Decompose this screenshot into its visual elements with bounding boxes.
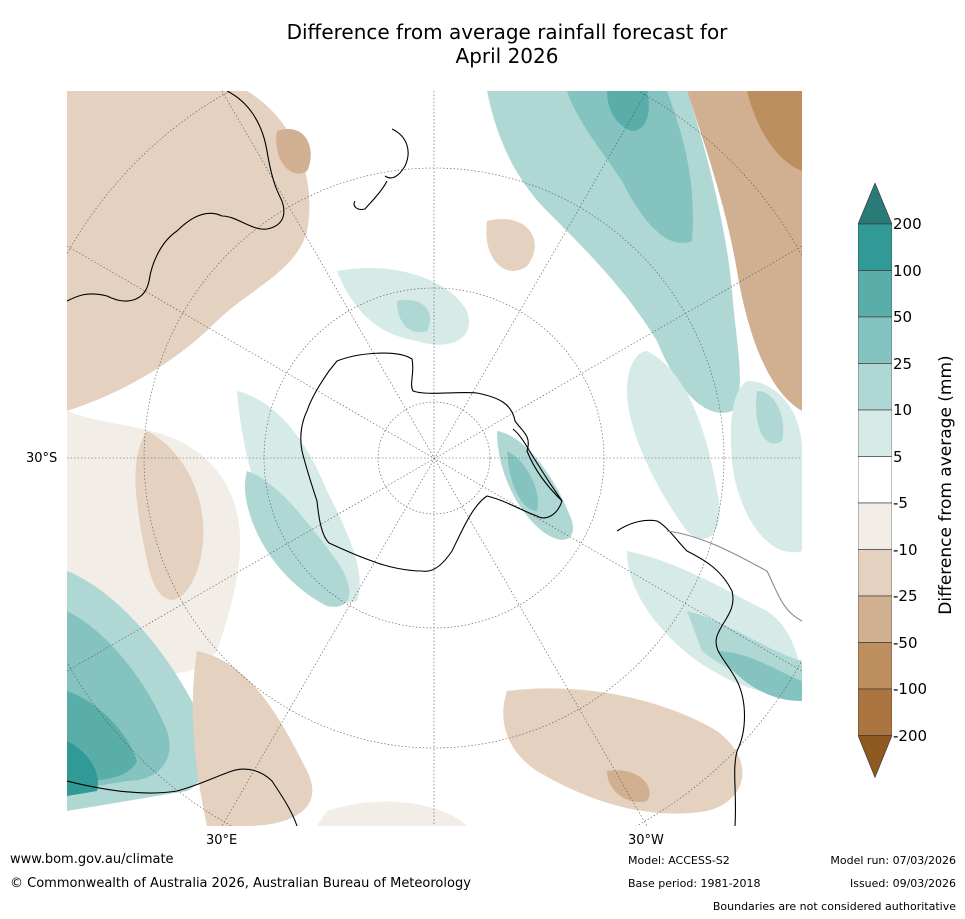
colorbar-tick-label: -50 <box>893 633 918 652</box>
footer-base-period: Base period: 1981-2018 <box>628 877 761 890</box>
new-zealand-coastline <box>353 128 409 210</box>
dry-anomaly-patch <box>503 688 743 814</box>
wet-anomaly-patch <box>67 741 98 796</box>
colorbar-extend-bottom <box>858 735 892 779</box>
colorbar-segment <box>858 549 892 597</box>
colorbar-tick-label: 100 <box>893 261 922 280</box>
dry-anomaly-patch <box>192 651 313 826</box>
dry-anomaly-patch <box>747 91 802 171</box>
colorbar-tick-label: -5 <box>893 494 908 512</box>
wet-anomaly-patch <box>627 351 720 539</box>
colorbar-segment <box>858 409 892 457</box>
wet-anomaly-patch <box>244 471 350 607</box>
colorbar-tick-label: 200 <box>893 215 922 233</box>
colorbar-segment <box>858 456 892 504</box>
wet-anomaly-patch <box>730 381 802 553</box>
colorbar-tick-label: -25 <box>893 587 918 605</box>
footer-website: www.bom.gov.au/climate <box>10 852 174 867</box>
colorbar-segment <box>858 502 892 550</box>
dry-anomaly-patch <box>276 129 311 174</box>
footer-issued: Issued: 09/03/2026 <box>849 877 956 890</box>
dry-anomaly-patch <box>317 801 467 826</box>
chart-title: Difference from average rainfall forecas… <box>0 20 965 68</box>
meridian-line <box>67 245 802 672</box>
longitude-label-30w: 30°W <box>628 833 664 848</box>
colorbar-segment <box>858 316 892 364</box>
colorbar-title: Difference from average (mm) <box>936 355 956 615</box>
colorbar-segment <box>858 363 892 411</box>
dry-anomaly-patch <box>687 91 802 411</box>
dry-anomaly-patch <box>486 219 535 271</box>
colorbar-tick-label: -100 <box>893 680 928 698</box>
footer-disclaimer: Boundaries are not considered authoritat… <box>712 900 956 913</box>
dry-anomaly-patch <box>135 431 204 600</box>
latitude-label-30s: 30°S <box>26 451 58 466</box>
colorbar-segment <box>858 595 892 643</box>
map-svg <box>67 91 802 826</box>
antarctica-coastline <box>300 352 563 572</box>
dry-anomaly-patch <box>67 91 310 411</box>
footer-copyright: © Commonwealth of Australia 2026, Austra… <box>10 876 471 891</box>
colorbar-segment <box>858 642 892 690</box>
wet-anomaly-patch <box>507 451 538 511</box>
anomaly-field <box>67 91 802 826</box>
colorbar-tick-label: -10 <box>893 540 918 559</box>
south-america-coastline <box>616 519 745 826</box>
wet-anomaly-patch <box>756 391 784 444</box>
colorbar <box>858 183 892 779</box>
wet-anomaly-patch <box>567 91 693 243</box>
longitude-label-30e: 30°E <box>206 833 238 848</box>
colorbar-segment <box>858 223 892 271</box>
colorbar-tick-label: -200 <box>893 726 928 745</box>
australia-coastline <box>67 91 285 302</box>
footer-model: Model: ACCESS-S2 <box>628 854 730 867</box>
colorbar-extend-top <box>858 183 892 225</box>
colorbar-tick-label: 50 <box>893 308 913 326</box>
south-america-border <box>666 530 802 622</box>
colorbar-tick-label: 5 <box>893 447 903 466</box>
wet-anomaly-patch <box>607 91 649 131</box>
southern-africa-coastline <box>67 768 298 826</box>
footer-model-run: Model run: 07/03/2026 <box>830 854 956 867</box>
title-line-2: April 2026 <box>455 44 559 68</box>
wet-anomaly-patch <box>397 300 431 333</box>
title-line-1: Difference from average rainfall forecas… <box>286 20 728 44</box>
colorbar-tick-label: 25 <box>893 354 913 373</box>
wet-anomaly-patch <box>717 651 802 701</box>
wet-anomaly-patch <box>237 391 360 603</box>
coastlines <box>67 91 802 826</box>
colorbar-segment <box>858 270 892 318</box>
latitude-circle <box>377 401 491 515</box>
dry-anomaly-patch <box>607 770 650 802</box>
colorbar-tick-label: 10 <box>893 401 913 419</box>
map-panel <box>67 91 802 826</box>
colorbar-segment <box>858 688 892 736</box>
antarctic-peninsula <box>512 428 563 502</box>
wet-anomaly-patch <box>497 431 573 540</box>
graticule <box>67 91 802 826</box>
